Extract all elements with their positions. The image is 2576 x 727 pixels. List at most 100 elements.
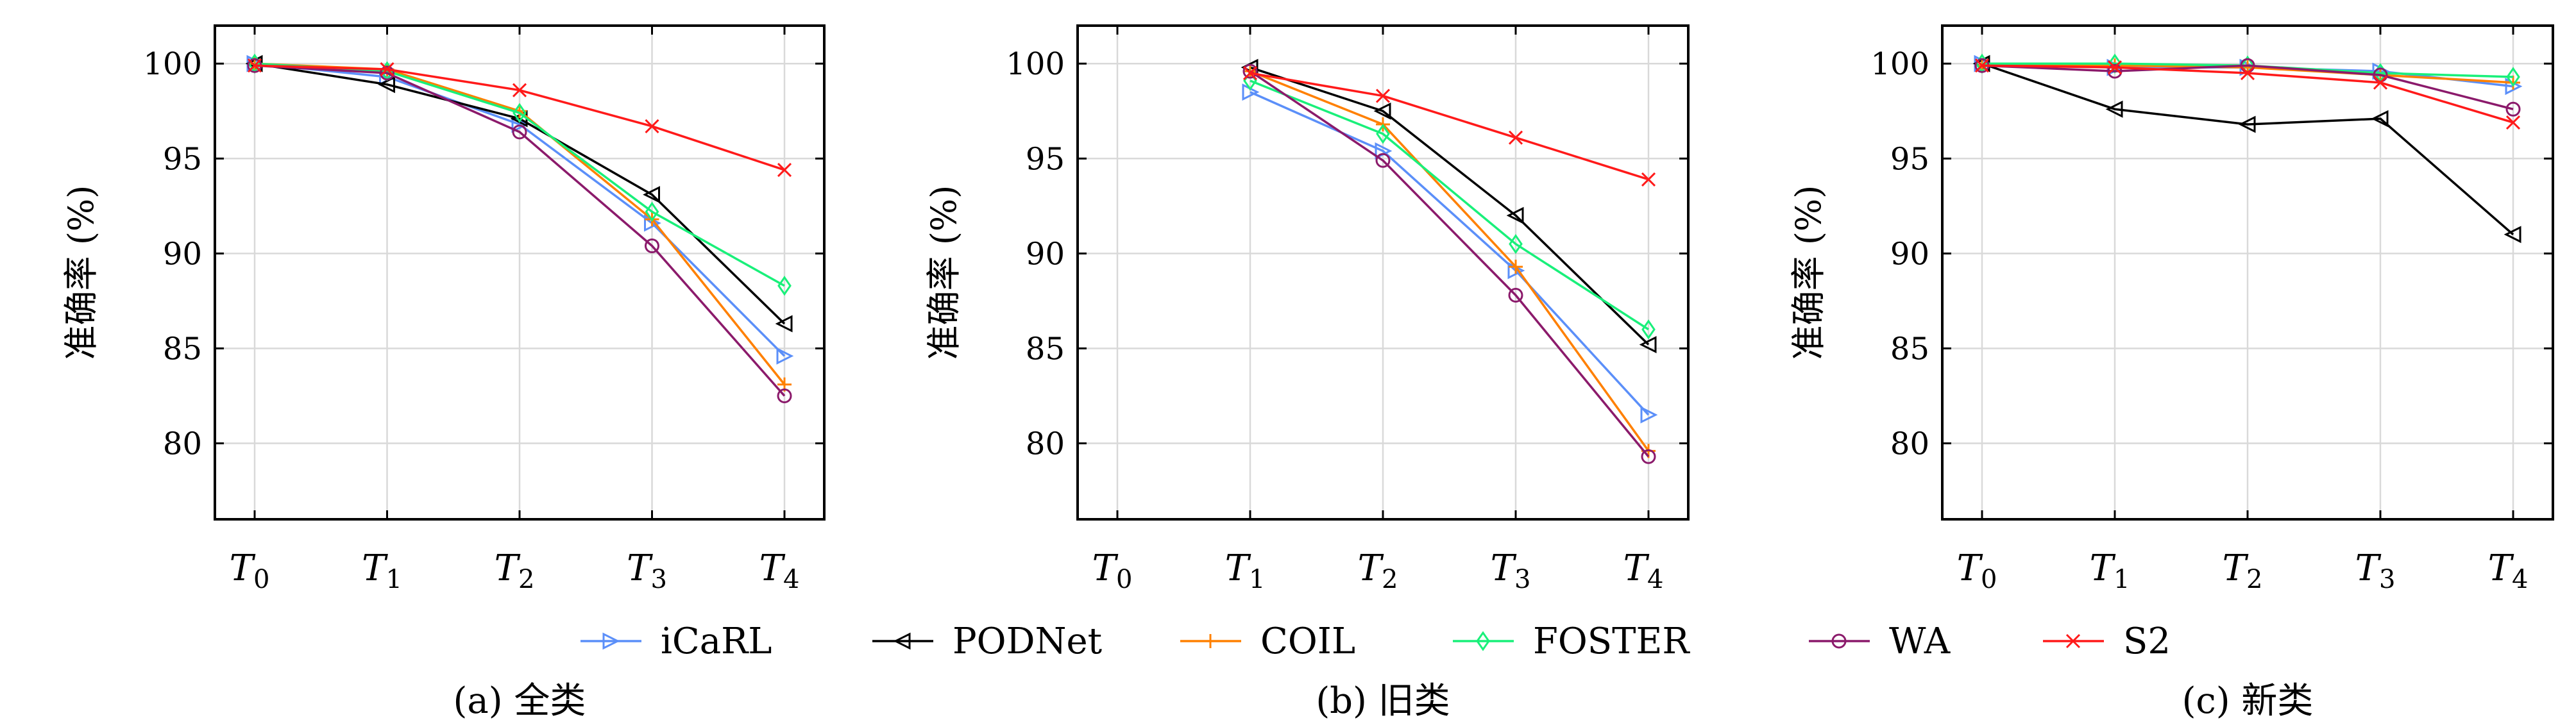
data-point-foster xyxy=(1376,124,1390,144)
legend-marker xyxy=(602,632,620,650)
series-line-wa xyxy=(254,64,786,397)
y-tick-label: 100 xyxy=(143,46,202,82)
series-podnet xyxy=(1241,58,1657,353)
data-point-podnet xyxy=(2238,115,2256,133)
y-tick-label: 95 xyxy=(163,141,202,177)
series-line-podnet xyxy=(1981,62,2514,236)
data-point-wa xyxy=(777,389,792,403)
series-line-podnet xyxy=(1250,66,1650,346)
data-point-s2 xyxy=(2240,65,2255,81)
y-tick-label: 85 xyxy=(163,331,202,367)
chart-panels: 80 85 90 95 100 T0 T1 T2 T3 T4 准确率 (%) (a) 全类 80 85 90… xyxy=(61,24,2554,722)
y-tick-label: 100 xyxy=(1870,46,1929,82)
data-point-podnet xyxy=(2504,226,2521,244)
y-tick-label: 100 xyxy=(1006,46,1065,82)
data-point-s2 xyxy=(247,58,262,73)
x-tick-label: T1 xyxy=(2090,547,2130,594)
data-point-wa xyxy=(1508,288,1523,303)
series-s2 xyxy=(247,58,792,178)
data-point-icarl xyxy=(1640,406,1658,424)
data-point-foster xyxy=(777,276,792,296)
y-tick-label: 95 xyxy=(1026,141,1065,177)
series-line-icarl xyxy=(254,62,786,357)
data-point-s2 xyxy=(1508,130,1523,145)
series-s2 xyxy=(1242,65,1656,187)
data-point-s2 xyxy=(1974,58,1990,73)
data-point-wa xyxy=(1242,63,1258,79)
data-point-icarl xyxy=(776,347,794,365)
x-tick-label: T0 xyxy=(230,547,270,594)
y-axis-label: 准确率 (%) xyxy=(1788,185,1829,360)
chart-panel-1: 80 85 90 95 100 T0 T1 T2 T3 T4 准确率 (%) (a) 全类 xyxy=(61,24,826,722)
legend-label: iCaRL xyxy=(661,621,772,662)
series-line-wa xyxy=(1981,64,2514,111)
y-tick-label: 80 xyxy=(1026,426,1065,462)
series-line-coil xyxy=(1250,70,1650,452)
x-tick-label: T1 xyxy=(362,547,402,594)
x-tick-label: T0 xyxy=(1957,547,1997,594)
legend-label: WA xyxy=(1889,621,1951,662)
data-point-s2 xyxy=(1641,172,1656,187)
data-point-s2 xyxy=(2107,60,2123,75)
series-line-s2 xyxy=(1250,72,1649,181)
data-point-s2 xyxy=(777,163,792,178)
legend-label: FOSTER xyxy=(1533,621,1690,662)
x-tick-label: T0 xyxy=(1092,547,1133,594)
chart-panel-2: 80 85 90 95 100 T0 T1 T2 T3 T4 准确率 (%) (b) 旧类 xyxy=(924,24,1690,722)
data-point-podnet xyxy=(2105,100,2123,118)
y-tick-label: 80 xyxy=(1890,426,1929,462)
legend-marker xyxy=(1203,634,1217,648)
data-point-s2 xyxy=(645,119,659,134)
data-point-coil xyxy=(1509,260,1523,274)
legend-label: COIL xyxy=(1260,621,1355,662)
legend-marker xyxy=(1831,633,1847,649)
data-point-foster xyxy=(1641,319,1656,340)
data-point-s2 xyxy=(2505,115,2521,130)
data-point-podnet xyxy=(1506,206,1524,224)
legend-marker xyxy=(893,632,911,650)
data-point-podnet xyxy=(1639,336,1657,353)
x-tick-label: T1 xyxy=(1225,547,1266,594)
series-coil xyxy=(1243,64,1656,458)
data-point-s2 xyxy=(1375,88,1391,103)
data-point-coil xyxy=(2506,75,2520,90)
legend-entry-wa: WA xyxy=(1809,621,1951,662)
legend-entry-foster: FOSTER xyxy=(1453,621,1690,662)
y-tick-label: 85 xyxy=(1026,331,1065,367)
legend-marker xyxy=(1476,631,1490,651)
x-tick-label: T4 xyxy=(1623,547,1664,594)
legend-entry-icarl: iCaRL xyxy=(580,621,772,662)
y-tick-label: 95 xyxy=(1890,141,1929,177)
data-point-wa xyxy=(645,238,659,254)
data-point-s2 xyxy=(380,62,394,77)
y-tick-label: 85 xyxy=(1890,331,1929,367)
y-tick-label: 90 xyxy=(163,236,202,272)
y-tick-label: 90 xyxy=(1890,236,1929,272)
data-point-podnet xyxy=(2371,110,2389,128)
series-s2 xyxy=(1974,58,2521,130)
legend-entry-podnet: PODNet xyxy=(872,621,1103,662)
series-line-icarl xyxy=(1250,91,1650,416)
panel-caption: (a) 全类 xyxy=(453,680,586,722)
panel-caption: (b) 旧类 xyxy=(1316,680,1450,722)
y-tick-label: 80 xyxy=(163,426,202,462)
data-point-podnet xyxy=(775,315,793,333)
data-point-foster xyxy=(1509,233,1523,255)
data-point-podnet xyxy=(643,186,660,204)
data-point-foster xyxy=(2506,67,2520,87)
data-point-wa xyxy=(380,65,394,81)
x-tick-label: T2 xyxy=(495,547,535,594)
data-point-wa xyxy=(512,124,527,140)
series-line-foster xyxy=(1250,79,1649,331)
data-point-podnet xyxy=(1373,102,1391,120)
x-tick-label: T3 xyxy=(627,547,667,594)
data-point-foster xyxy=(645,201,659,222)
series-line-wa xyxy=(1250,70,1650,458)
x-tick-label: T2 xyxy=(2223,547,2263,594)
x-tick-label: T2 xyxy=(1358,547,1398,594)
data-point-wa xyxy=(1641,449,1656,464)
y-tick-label: 90 xyxy=(1026,236,1065,272)
data-point-wa xyxy=(1375,153,1391,168)
x-tick-label: T4 xyxy=(2488,547,2529,594)
